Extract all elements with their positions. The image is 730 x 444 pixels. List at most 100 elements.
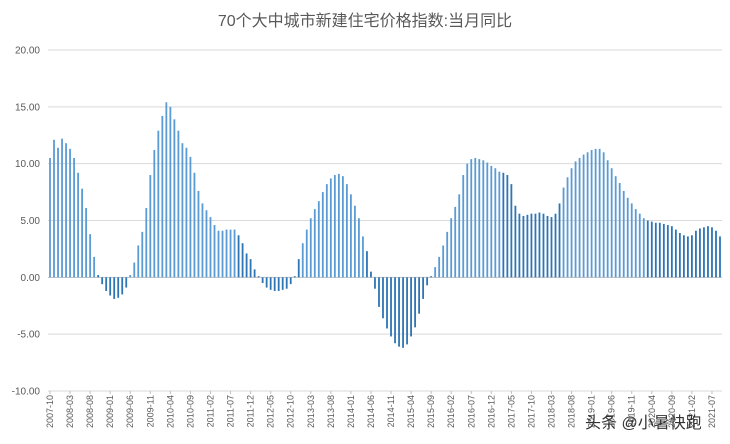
bar [454,206,457,278]
chart-title: 70个大中城市新建住宅价格指数:当月同比 [218,12,512,30]
bar [265,277,268,288]
bar [93,256,96,278]
bar [386,277,388,329]
bar [542,213,545,278]
bar [269,277,272,290]
bar [438,256,441,278]
bar [719,236,721,278]
x-tick-label: 2016-07 [466,395,476,428]
x-tick-label: 2016-02 [446,395,456,428]
bar [711,227,713,278]
x-tick-label: 2018-08 [567,395,577,428]
bar [614,176,617,278]
x-tick-label: 2020-04 [647,395,657,428]
bar [426,277,429,286]
bar [510,184,513,278]
bar [81,188,84,278]
bar [273,277,276,291]
bar [345,184,348,278]
y-tick-label: -10.00 [12,387,41,398]
x-tick-label: 2011-02 [205,395,215,427]
bar [630,203,633,278]
bar [582,154,585,278]
bar [133,262,136,278]
bar [261,277,264,284]
bar [201,203,204,278]
bar [650,221,653,278]
x-tick-label: 2012-05 [266,395,276,428]
bar [586,152,589,278]
bar [658,222,661,278]
bar [221,230,224,278]
bar [574,161,577,278]
bar [526,214,529,278]
bar [414,277,416,328]
bar [594,148,597,278]
bar [406,277,408,345]
bar [129,275,132,278]
bar [49,157,51,278]
bar [554,213,557,278]
bar [458,194,461,278]
bar [466,163,469,278]
x-tick-label: 2011-12 [246,395,256,427]
bar [662,223,665,278]
bar [686,236,689,278]
bar [137,245,140,278]
x-tick-label: 2009-06 [125,395,135,428]
bar [606,160,609,278]
x-tick-label: 2017-10 [526,395,536,428]
bar [77,172,79,278]
x-tick-label: 2013-03 [306,395,316,428]
bar [538,212,541,278]
x-tick-label: 2018-03 [546,395,556,428]
bar [546,215,549,278]
bar [177,130,180,278]
bar [562,187,565,278]
bar [590,150,593,278]
bar [382,277,384,319]
bar [217,230,220,278]
bar [398,277,400,347]
bar [450,218,453,278]
x-tick-label: 2015-09 [426,395,436,428]
bar [566,177,569,278]
bar [125,277,128,288]
bar [121,277,124,295]
bar [486,162,489,278]
bar [73,157,75,278]
bar [149,175,152,278]
bar [293,276,296,278]
bar [550,217,553,278]
watermark-text: 头条 @小暑快跑 [585,414,702,432]
bar [366,251,368,278]
bar [691,235,693,278]
bar [362,236,364,278]
bar [534,213,537,278]
x-tick-label: 2012-10 [286,395,296,428]
bar [157,130,160,278]
x-axis-ticks: 2007-10 2008-03 2008-08 2009-01 2009-06 2009-… [45,391,717,428]
bar [530,213,533,278]
bar [370,271,372,278]
bar [434,267,437,278]
bar [101,277,104,285]
bar [358,218,360,278]
bar [646,220,649,278]
x-tick-label: 2014-11 [386,395,396,427]
bar [229,229,232,278]
bar [634,209,637,278]
bar [470,159,473,278]
bar [169,106,172,278]
x-tick-label: 2008-08 [85,395,95,428]
x-tick-label: 2013-08 [326,395,336,428]
bar [418,277,421,314]
x-tick-label: 2014-06 [366,395,376,428]
bar [703,227,705,278]
bar [514,205,517,278]
bar [321,192,324,278]
bar [161,115,164,278]
bar [670,226,673,278]
y-tick-label: -5.00 [17,330,40,341]
bar [197,190,200,278]
